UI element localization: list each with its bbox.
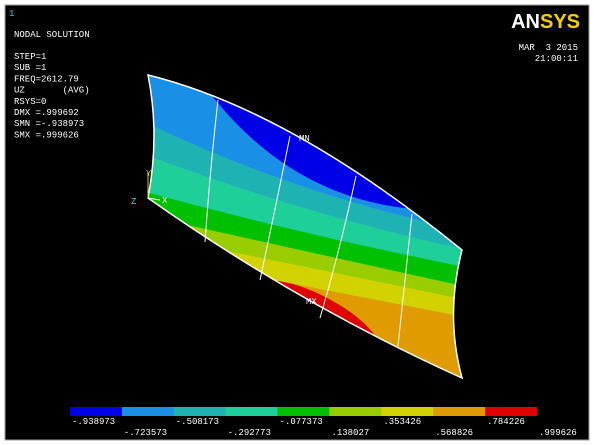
info-line: STEP=1	[14, 52, 46, 62]
legend-swatch	[329, 407, 381, 416]
info-line: SMX =.999626	[14, 130, 79, 140]
logo: ANSYS	[511, 11, 580, 33]
info-line: DMX =.999692	[14, 108, 79, 118]
legend-swatch	[433, 407, 485, 416]
time: 21:00:11	[535, 54, 578, 64]
legend-swatch	[278, 407, 330, 416]
legend-label: .138027	[331, 428, 369, 438]
legend-swatch	[381, 407, 433, 416]
legend-label: .999626	[539, 428, 577, 438]
legend-label: .568826	[435, 428, 473, 438]
triad-y: Y	[146, 169, 152, 179]
triad-z: Z	[131, 197, 137, 207]
window-number: 1	[9, 9, 14, 19]
legend-label: -.938973	[72, 417, 115, 427]
info-line: UZ (AVG)	[14, 86, 90, 96]
legend-swatch	[485, 407, 537, 416]
graphics-window: 1 NODAL SOLUTION STEP=1SUB =1FREQ=2612.7…	[0, 0, 594, 445]
date: MAR 3 2015	[519, 43, 578, 53]
info-line: SMN =-.938973	[14, 119, 84, 129]
legend-label: -.077373	[280, 417, 323, 427]
info-line: FREQ=2612.79	[14, 74, 79, 84]
info-line: RSYS=0	[14, 97, 46, 107]
legend-label: .784226	[487, 417, 525, 427]
legend-label: .353426	[383, 417, 421, 427]
min-label: MN	[299, 134, 310, 144]
triad-x: X	[162, 196, 168, 206]
legend-swatch	[122, 407, 174, 416]
info-line: SUB =1	[14, 63, 46, 73]
legend-label: -.292773	[228, 428, 271, 438]
max-label: MX	[306, 297, 317, 307]
legend-label: -.508173	[176, 417, 219, 427]
body: 1 NODAL SOLUTION STEP=1SUB =1FREQ=2612.7…	[0, 0, 594, 445]
legend-swatch	[70, 407, 122, 416]
legend-swatch	[174, 407, 226, 416]
legend-label: -.723573	[124, 428, 167, 438]
plot-title: NODAL SOLUTION	[14, 30, 90, 40]
page: ANSYS Nodal Solution {"window_number": "…	[0, 0, 594, 445]
legend-swatch	[226, 407, 278, 416]
